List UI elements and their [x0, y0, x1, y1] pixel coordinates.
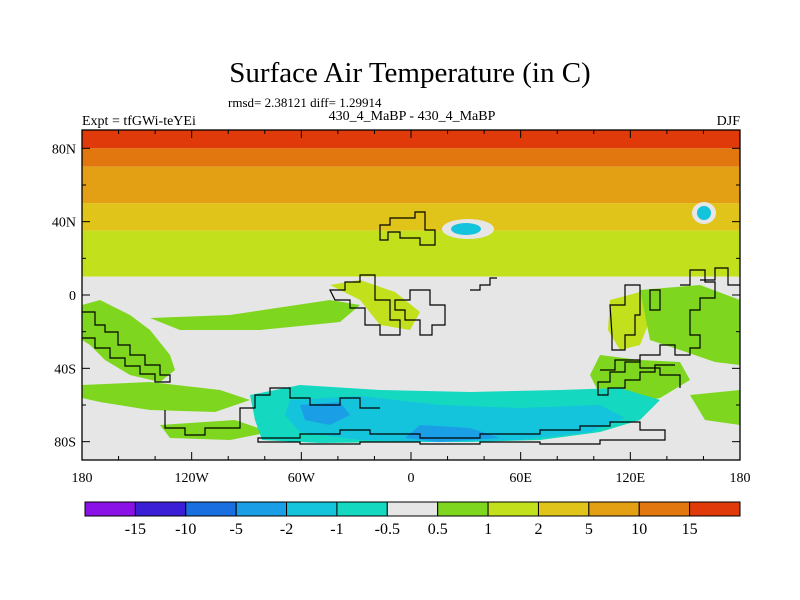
coastline — [649, 289, 661, 311]
y-tick-label: 80N — [52, 142, 76, 157]
y-axis-ticks: 80N 40N 0 40S 80S — [52, 142, 740, 451]
colorbar: -15 -10 -5 -2 -1 -0.5 0.5 1 2 5 10 15 — [84, 501, 741, 538]
colorbar-label: -15 — [125, 521, 146, 538]
coastline — [257, 421, 666, 445]
colorbar-swatch — [286, 501, 338, 517]
field-patch — [82, 382, 250, 412]
colorbar-swatch — [386, 501, 439, 517]
colorbar-swatch — [689, 501, 741, 517]
left-label: Expt = tfGWi-teYEi — [82, 114, 196, 129]
colorbar-label: -5 — [229, 521, 242, 538]
colorbar-swatch — [588, 501, 640, 517]
coastline — [609, 284, 641, 351]
x-tick-label: 180 — [72, 471, 93, 486]
x-tick-label: 180 — [730, 471, 751, 486]
colorbar-label: -0.5 — [375, 521, 400, 538]
field-patch — [330, 280, 420, 330]
field-patch — [300, 402, 350, 425]
zonal-band-1 — [82, 148, 740, 167]
field-patch — [150, 300, 360, 330]
colorbar-swatch — [336, 501, 388, 517]
colorbar-label: 2 — [534, 521, 542, 538]
colorbar-swatch — [437, 501, 489, 517]
colorbar-label: -2 — [280, 521, 293, 538]
x-tick-label: 120E — [616, 471, 646, 486]
colorbar-swatch — [134, 501, 187, 517]
x-tick-label: 60W — [288, 471, 316, 486]
map-plot-area: 180 120W 60W 0 60E 120E 180 80N 40N 0 40S 80S — [52, 129, 751, 486]
x-tick-label: 60E — [509, 471, 532, 486]
field-patch — [451, 223, 481, 235]
coastline — [470, 277, 497, 291]
zonal-band-2 — [82, 166, 740, 204]
field-patch — [82, 300, 175, 382]
coastline — [329, 274, 401, 336]
colorbar-swatch — [638, 501, 691, 517]
coastline — [597, 269, 716, 396]
coastline — [82, 311, 171, 383]
x-axis-ticks: 180 120W 60W 0 60E 120E 180 — [72, 130, 751, 486]
field-patch — [690, 390, 740, 425]
y-tick-label: 80S — [54, 436, 76, 451]
colorbar-swatch — [84, 501, 136, 517]
x-tick-label: 120W — [175, 471, 210, 486]
colorbar-swatch — [537, 501, 590, 517]
zonal-band-3 — [82, 203, 740, 231]
coastline — [379, 211, 436, 246]
colorbar-label: 10 — [631, 521, 647, 538]
y-tick-label: 40S — [54, 362, 76, 377]
continent-outlines — [82, 211, 740, 445]
colorbar-swatch — [487, 501, 539, 517]
colorbar-swatch — [185, 501, 237, 517]
field-patch — [697, 206, 711, 220]
coastline — [600, 359, 681, 388]
colorbar-label: -10 — [175, 521, 196, 538]
x-tick-label: 0 — [408, 471, 415, 486]
colorbar-label: -1 — [330, 521, 343, 538]
colorbar-label: 5 — [585, 521, 593, 538]
center-label: 430_4_MaBP - 430_4_MaBP — [329, 109, 496, 124]
y-tick-label: 40N — [52, 216, 76, 231]
colorbar-label: 0.5 — [428, 521, 448, 538]
coastline — [700, 267, 740, 286]
colorbar-label: 15 — [682, 521, 698, 538]
colorbar-swatch — [235, 501, 288, 517]
colorbar-label: 1 — [484, 521, 492, 538]
season-label: DJF — [717, 114, 741, 129]
zonal-band-0 — [82, 130, 740, 149]
y-tick-label: 0 — [69, 289, 76, 304]
coastline — [164, 387, 380, 436]
coastline — [394, 289, 446, 336]
stats-line: rmsd= 2.38121 diff= 1.29914 — [228, 95, 382, 110]
chart-title: Surface Air Temperature (in C) — [229, 57, 590, 89]
